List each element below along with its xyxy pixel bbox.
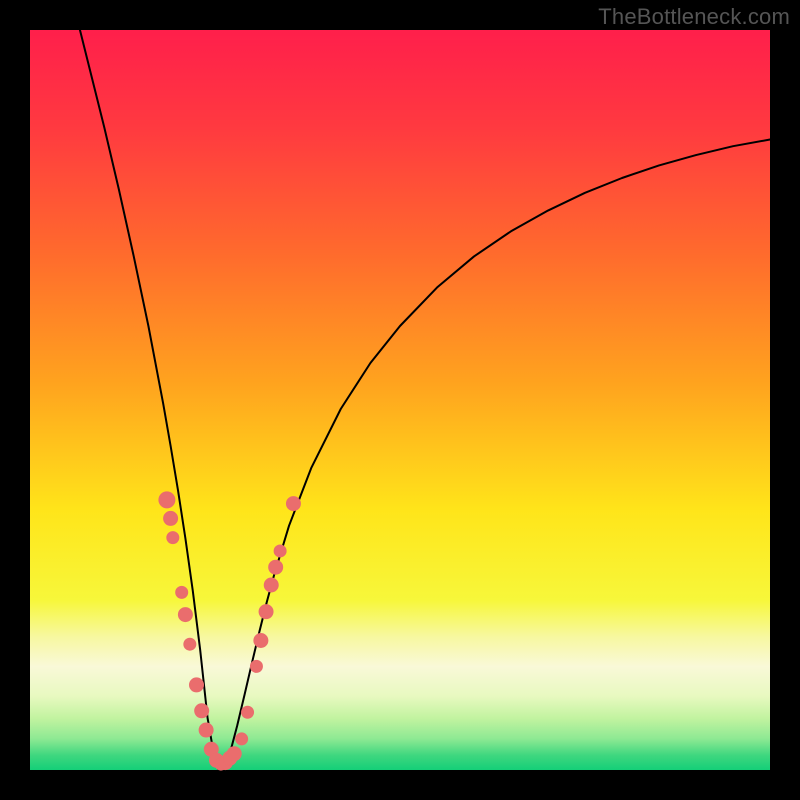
data-marker <box>286 497 300 511</box>
data-marker <box>176 586 188 598</box>
data-marker <box>250 660 262 672</box>
data-marker <box>242 706 254 718</box>
data-marker <box>167 532 179 544</box>
data-marker <box>164 511 178 525</box>
data-marker <box>227 747 241 761</box>
data-marker <box>274 545 286 557</box>
data-marker <box>184 638 196 650</box>
data-marker <box>159 492 175 508</box>
data-marker <box>195 704 209 718</box>
data-marker <box>178 608 192 622</box>
chart-container: TheBottleneck.com <box>0 0 800 800</box>
data-marker <box>264 578 278 592</box>
chart-svg <box>0 0 800 800</box>
watermark-text: TheBottleneck.com <box>598 4 790 30</box>
data-marker <box>259 605 273 619</box>
data-marker <box>199 723 213 737</box>
data-marker <box>269 560 283 574</box>
data-marker <box>236 733 248 745</box>
data-marker <box>254 634 268 648</box>
data-marker <box>190 678 204 692</box>
plot-background <box>30 30 770 770</box>
